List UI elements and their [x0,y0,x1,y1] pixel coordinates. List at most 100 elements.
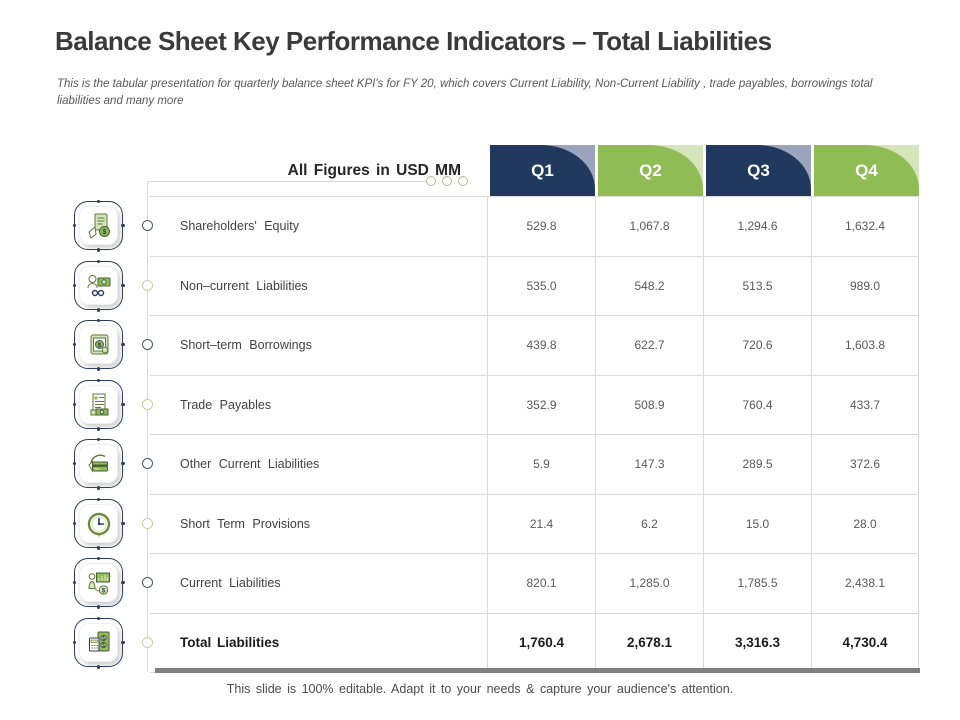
tile-dot [121,521,125,526]
tile-dot [96,199,101,203]
tile-dot [96,308,101,312]
row-node [142,399,153,410]
row-node [142,220,153,231]
row-node [142,518,153,529]
tile-dot [96,665,101,669]
tile-dot [72,461,76,466]
icon-tile [72,378,125,431]
svg-text:$: $ [102,636,105,642]
value-cell: 760.4 [703,375,811,434]
row-label: Total Liabilities [180,635,280,651]
table-row: Shareholders' Equity 529.8 1,067.8 1,294… [150,197,919,257]
tile-dot [121,402,125,407]
row-label: Other Current Liabilities [180,457,320,472]
icon-tile: $ $ [72,616,125,669]
row-label: Short Term Provisions [180,516,311,531]
value-cell: 147.3 [595,435,703,494]
value-cell: 352.9 [487,375,595,434]
unit-label: All Figures in USD MM [287,161,461,179]
tile-dot [72,580,76,585]
value-cell: 21.4 [487,494,595,553]
decorative-circle [426,176,436,186]
column-header-label: Q1 [490,145,595,196]
trade-payables-icon [79,385,118,424]
tile-dot [96,486,101,490]
tile-dot [121,223,125,228]
tile-dot [96,427,101,431]
table-row: Current Liabilities 820.1 1,285.0 1,785.… [150,554,919,614]
tile-dot [96,556,101,560]
tile-dot [72,521,76,526]
borrowings-icon: $ [79,325,118,364]
row-label: Short–term Borrowings [180,338,312,353]
table-row: Non–current Liabilities 535.0 548.2 513.… [150,256,919,316]
value-cell: 3,316.3 [703,613,811,672]
value-cell: 1,603.8 [811,316,919,375]
value-cell: 2,678.1 [595,613,703,672]
value-cell: 513.5 [703,256,811,315]
value-cell: 433.7 [811,375,919,434]
value-cell: 1,067.8 [595,197,703,256]
value-cell: 2,438.1 [811,554,919,613]
table-header-row: All Figures in USD MM Q1 Q2 Q3 Q4 [150,145,919,196]
tile-dot [96,378,101,382]
decorative-circle [442,176,452,186]
column-header-q1: Q1 [487,145,595,196]
tile-dot [96,605,101,609]
value-cell: 1,632.4 [811,197,919,256]
non-current-icon [79,266,118,305]
value-cell: 548.2 [595,256,703,315]
value-cell: 989.0 [811,256,919,315]
svg-text:$: $ [102,229,106,236]
page-title: Balance Sheet Key Performance Indicators… [55,26,772,56]
calculator-doc-icon: $ $ [79,623,118,662]
page-subtitle: This is the tabular presentation for qua… [57,78,873,108]
value-cell: 4,730.4 [811,613,919,672]
table-row: Trade Payables 352.9 508.9 760.4 433.7 [150,375,919,435]
decorative-circle [458,176,468,186]
table-row: Short Term Provisions 21.4 6.2 15.0 28.0 [150,494,919,554]
value-cell: 439.8 [487,316,595,375]
row-node [142,577,153,588]
column-header-q4: Q4 [811,145,919,196]
icon-tile: $ [72,199,125,252]
value-cell: 28.0 [811,494,919,553]
icon-tile [72,437,125,490]
footer-note: This slide is 100% editable. Adapt it to… [226,682,734,696]
value-cell: 508.9 [595,375,703,434]
value-cell: 5.9 [487,435,595,494]
tile-dot [72,223,76,228]
tile-dot [121,640,125,645]
value-cell: 6.2 [595,494,703,553]
kpi-table: All Figures in USD MM Q1 Q2 Q3 Q4 Shareh… [150,145,919,673]
table-body: Shareholders' Equity 529.8 1,067.8 1,294… [150,196,919,673]
tile-dot [96,616,101,620]
tile-dot [96,497,101,501]
value-cell: 372.6 [811,435,919,494]
tile-dot [121,342,125,347]
tile-dot [72,402,76,407]
tile-dot [72,283,76,288]
icon-tile: $ [72,318,125,371]
value-cell: 1,785.5 [703,554,811,613]
bottom-bar [155,668,920,673]
tile-dot [96,367,101,371]
tile-dot [96,437,101,441]
tile-dot [96,318,101,322]
row-label: Trade Payables [180,397,272,412]
row-node [142,339,153,350]
tile-dot [72,342,76,347]
row-node [142,280,153,291]
column-header-q3: Q3 [703,145,811,196]
value-cell: 1,294.6 [703,197,811,256]
value-cell: 535.0 [487,256,595,315]
tile-dot [121,283,125,288]
value-cell: 1,285.0 [595,554,703,613]
value-cell: 529.8 [487,197,595,256]
svg-text:$: $ [101,587,105,594]
tile-dot [72,640,76,645]
tile-dot [121,461,125,466]
connector-vertical-line [147,181,148,672]
value-cell: 289.5 [703,435,811,494]
tile-dot [121,580,125,585]
